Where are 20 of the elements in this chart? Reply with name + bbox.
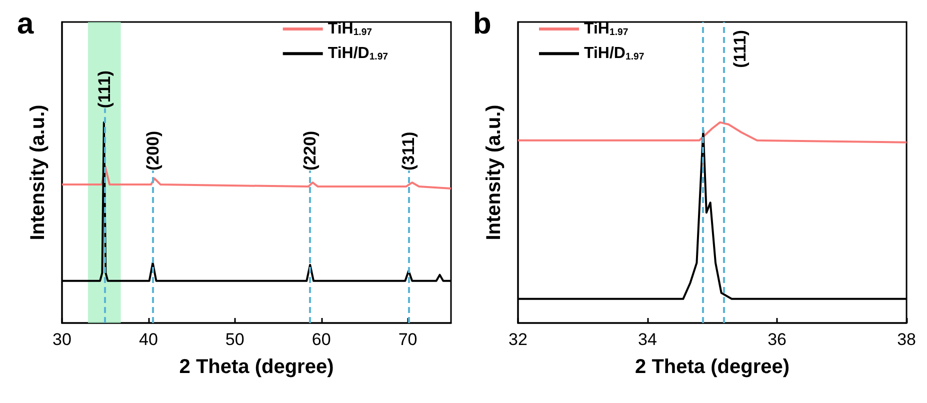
y-axis-title: Intensity (a.u.) — [483, 104, 505, 240]
x-tick-label: 70 — [398, 330, 418, 349]
x-tick-label: 30 — [52, 330, 72, 349]
y-axis-title: Intensity (a.u.) — [27, 104, 49, 240]
x-tick-label: 34 — [638, 330, 657, 349]
x-tick-label: 50 — [225, 330, 244, 349]
x-axis-title: 2 Theta (degree) — [635, 356, 790, 378]
annotation: (220) — [300, 130, 320, 170]
x-axis-title: 2 Theta (degree) — [179, 356, 334, 378]
x-tick-label: 38 — [897, 330, 916, 349]
chart-title: b — [473, 8, 492, 40]
annotation: (311) — [399, 132, 418, 170]
x-tick-label: 36 — [768, 330, 786, 349]
annotation: (111) — [94, 70, 114, 108]
x-tick-label: 60 — [312, 330, 331, 349]
text: (111) — [730, 30, 750, 68]
chart-title: a — [17, 8, 34, 40]
x-tick-label: 40 — [138, 330, 158, 349]
annotation: (200) — [143, 130, 162, 170]
x-tick-label: 32 — [508, 330, 528, 349]
